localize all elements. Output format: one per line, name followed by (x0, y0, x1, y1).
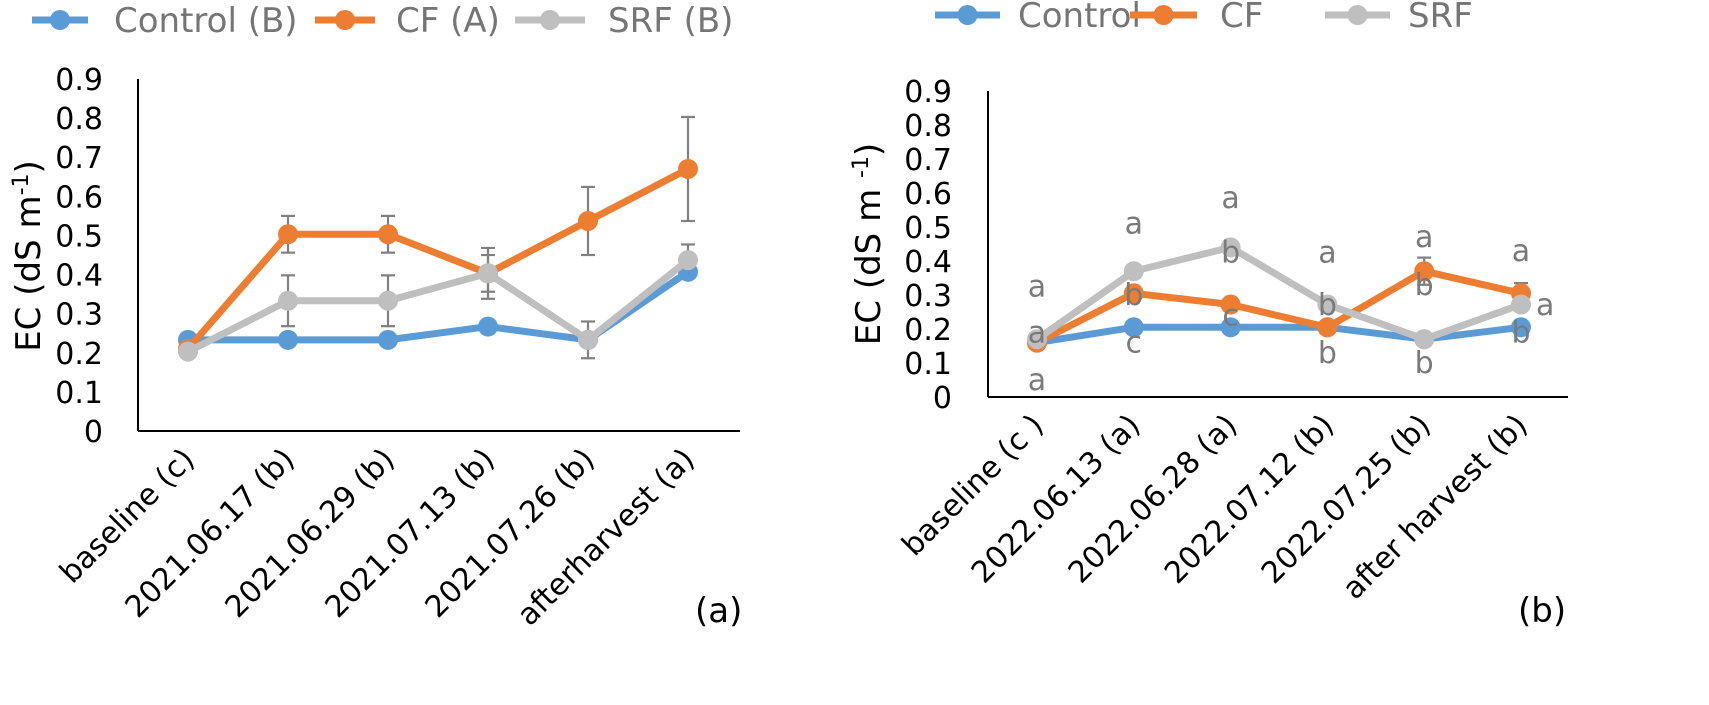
data-point-control (1123, 317, 1144, 338)
significance-letter: a (1028, 270, 1046, 305)
data-point-cf (1317, 317, 1338, 338)
data-point-srf (278, 290, 298, 311)
y-tick-label: 0.6 (904, 177, 952, 212)
data-point-cf (1123, 283, 1144, 304)
y-tick-label: 0.4 (55, 259, 103, 294)
significance-letter: b (1511, 315, 1530, 350)
data-point-srf (1220, 237, 1241, 258)
y-tick-label: 0.5 (904, 211, 952, 246)
series-line-control (188, 268, 690, 344)
y-tick-label: 0.7 (904, 143, 952, 178)
panel-label: (a) (695, 591, 742, 631)
y-tick-label: 0.7 (55, 141, 103, 176)
panel-label: (b) (1518, 591, 1566, 631)
x-category-label: 2022.07.25 (b) (1255, 408, 1438, 591)
data-point-cf (578, 210, 598, 231)
legend-label-control: Control (B) (114, 1, 298, 41)
series-line-control (1036, 323, 1522, 347)
data-point-control (278, 329, 298, 350)
significance-letter: a (1028, 315, 1046, 350)
legend-label-cf: CF (A) (396, 1, 500, 41)
data-point-srf (1317, 294, 1338, 315)
data-point-control (378, 329, 398, 350)
data-point-srf (1414, 329, 1435, 350)
y-tick-label: 0.9 (55, 63, 103, 98)
chart-panel-b: 00.10.20.30.40.50.60.70.80.9 EC (dS m -1)… (849, 0, 1568, 631)
y-tick-label: 0.1 (55, 376, 103, 411)
significance-letter: a (1536, 288, 1554, 323)
data-point-cf (378, 224, 398, 245)
data-point-control (1220, 317, 1241, 338)
significance-letter: b (1318, 288, 1337, 323)
y-tick-label: 0.6 (55, 180, 103, 215)
legend-label-srf: SRF (1408, 0, 1473, 36)
legend-marker-control (50, 10, 70, 30)
legend-marker-srf (1347, 5, 1368, 25)
y-tick-label: 0.8 (904, 109, 952, 144)
series-line-srf (1034, 243, 1523, 343)
data-point-control (478, 316, 498, 337)
significance-letter: a (1318, 236, 1336, 271)
y-axis-title: EC (dS m-1) (9, 160, 49, 352)
data-point-srf (178, 341, 198, 362)
legend-marker-cf (335, 10, 355, 30)
y-tick-label: 0.9 (904, 75, 952, 110)
legend-label-srf: SRF (B) (608, 1, 733, 41)
x-category-label: 2022.06.13 (a) (965, 408, 1148, 591)
data-point-cf (1220, 294, 1241, 315)
legend-marker-cf (1153, 5, 1174, 25)
data-point-srf (578, 329, 598, 350)
y-tick-label: 0.1 (904, 347, 952, 382)
legend-marker-srf (540, 10, 560, 30)
significance-letter: a (1415, 220, 1433, 255)
y-tick-label: 0.5 (55, 219, 103, 254)
data-point-srf (678, 250, 698, 271)
significance-letter: c (1126, 326, 1143, 361)
series-line-srf (186, 257, 691, 355)
y-tick-label: 0.3 (55, 298, 103, 333)
data-point-srf (1123, 261, 1144, 282)
series-line-cf (1035, 267, 1522, 346)
legend-label-cf: CF (1220, 0, 1263, 36)
significance-letter: b (1415, 268, 1434, 303)
significance-letter: a (1221, 181, 1239, 216)
x-category-label: 2021.07.26 (b) (419, 442, 602, 625)
data-point-srf (1027, 329, 1047, 350)
significance-letter: b (1318, 336, 1337, 371)
y-tick-label: 0.2 (55, 337, 103, 372)
chart-panel-a: 00.10.20.30.40.50.60.70.80.9EC (dS m-1)b… (9, 1, 742, 633)
data-point-cf (1414, 261, 1435, 282)
data-point-srf (378, 290, 398, 311)
data-point-cf (278, 224, 298, 245)
x-category-label: 2021.06.29 (b) (219, 442, 402, 625)
x-category-label: 2021.06.17 (b) (119, 442, 302, 625)
data-point-srf (1511, 294, 1531, 315)
significance-letter: b (1221, 236, 1240, 271)
x-category-label: after harvest (b) (1336, 408, 1535, 607)
significance-letter: a (1028, 363, 1046, 398)
y-tick-label: 0.8 (55, 102, 103, 137)
significance-letter: b (1415, 346, 1434, 381)
x-category-label: 2021.07.13 (b) (319, 442, 502, 625)
data-point-control (1511, 317, 1531, 338)
x-category-label: 2022.06.28 (a) (1062, 408, 1245, 591)
y-tick-label: 0.3 (904, 279, 952, 314)
y-tick-label: 0.2 (904, 313, 952, 348)
significance-letter: b (1124, 278, 1143, 313)
legend-label-control: Control (1018, 0, 1141, 36)
significance-letter: a (1125, 207, 1143, 242)
series-line-cf (185, 165, 690, 352)
y-tick-label: 0 (84, 415, 103, 450)
y-tick-label: 0.4 (904, 245, 952, 280)
y-axis-title: EC (dS m -1) (849, 143, 889, 345)
significance-letter: a (1512, 234, 1530, 269)
x-category-label: 2022.07.12 (b) (1158, 408, 1341, 591)
x-category-label: afterharvest (a) (511, 442, 702, 633)
data-point-srf (478, 263, 498, 284)
data-point-cf (678, 158, 698, 179)
y-tick-label: 0 (933, 381, 952, 416)
significance-letter: c (1222, 298, 1239, 333)
legend-marker-control (957, 5, 978, 25)
